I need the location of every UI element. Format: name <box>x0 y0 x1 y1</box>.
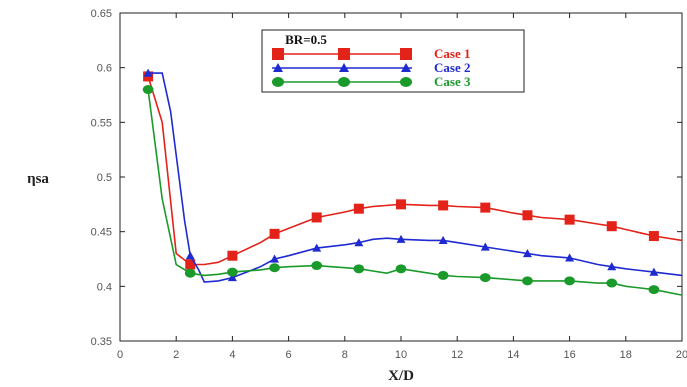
legend-label: Case 3 <box>434 74 471 89</box>
square-marker <box>648 231 659 242</box>
x-tick-label: 0 <box>117 349 123 361</box>
series-line <box>148 72 683 283</box>
square-marker <box>227 250 238 261</box>
triangle-marker <box>185 251 195 260</box>
y-tick-label: 0.35 <box>91 336 112 348</box>
square-marker <box>338 48 350 60</box>
square-marker <box>396 199 406 210</box>
series-line <box>147 89 683 296</box>
legend-label: Case 1 <box>434 46 470 61</box>
legend-entry: Case 1 <box>272 46 470 61</box>
circle-marker <box>272 77 284 87</box>
series-line <box>147 76 683 266</box>
circle-marker <box>338 77 350 87</box>
y-tick-label: 0.4 <box>97 281 112 293</box>
square-marker <box>438 200 449 211</box>
triangle-marker <box>339 63 349 72</box>
x-axis-ticks: 0 2 4 6 8 10 12 14 16 18 20 <box>117 13 687 361</box>
legend-title: BR=0.5 <box>285 32 327 47</box>
square-marker <box>606 221 617 232</box>
circle-marker <box>227 267 238 277</box>
square-marker <box>185 259 196 270</box>
triangle-marker <box>273 63 283 72</box>
triangle-marker <box>480 242 490 251</box>
square-marker <box>564 214 575 225</box>
circle-marker <box>437 270 449 280</box>
circle-marker <box>142 85 154 95</box>
circle-marker <box>522 276 533 286</box>
y-tick-label: 0.5 <box>97 172 112 184</box>
x-tick-label: 4 <box>229 349 235 361</box>
triangle-marker <box>270 254 280 263</box>
series-layer <box>142 68 683 296</box>
circle-marker <box>400 77 412 87</box>
circle-marker <box>311 261 323 271</box>
triangle-marker <box>143 68 153 77</box>
y-tick-label: 0.6 <box>97 63 112 75</box>
circle-marker <box>269 263 280 273</box>
triangle-marker <box>607 262 617 271</box>
circle-marker <box>353 264 365 274</box>
x-tick-label: 14 <box>507 349 519 361</box>
triangle-marker <box>438 235 448 245</box>
circle-marker <box>606 278 618 288</box>
y-tick-label: 0.45 <box>91 227 112 239</box>
x-tick-label: 20 <box>676 349 687 361</box>
y-tick-label: 0.55 <box>91 117 112 129</box>
legend-label: Case 2 <box>434 60 470 75</box>
square-marker <box>522 210 533 221</box>
x-tick-label: 6 <box>286 349 292 361</box>
plot-frame <box>119 12 683 342</box>
y-axis-title: ηsa <box>27 171 49 187</box>
x-tick-label: 12 <box>451 349 463 361</box>
y-tick-label: 0.65 <box>91 8 112 20</box>
triangle-marker <box>522 249 532 258</box>
legend-entry: Case 3 <box>272 74 471 89</box>
series-case-2 <box>143 68 683 283</box>
triangle-marker <box>354 238 364 247</box>
circle-marker <box>564 276 575 286</box>
triangle-marker <box>649 267 659 276</box>
square-marker <box>480 202 491 213</box>
x-tick-label: 2 <box>173 349 179 361</box>
circle-marker <box>184 268 196 278</box>
x-tick-label: 10 <box>395 349 407 361</box>
legend-entry: Case 2 <box>272 60 470 75</box>
series-case-3 <box>142 85 683 296</box>
square-marker <box>311 212 322 223</box>
x-tick-label: 8 <box>342 349 348 361</box>
square-marker <box>272 48 284 60</box>
triangle-marker <box>312 243 322 252</box>
x-tick-label: 16 <box>563 349 575 361</box>
triangle-marker <box>227 273 237 282</box>
square-marker <box>269 228 280 239</box>
square-marker <box>400 48 412 60</box>
triangle-marker <box>396 234 406 243</box>
x-tick-label: 18 <box>620 349 632 361</box>
circle-marker <box>479 273 491 283</box>
triangle-marker <box>401 63 411 72</box>
circle-marker <box>648 285 660 295</box>
circle-marker <box>395 264 407 274</box>
triangle-marker <box>565 253 575 262</box>
x-axis-title: X/D <box>388 368 414 384</box>
square-marker <box>353 203 364 214</box>
